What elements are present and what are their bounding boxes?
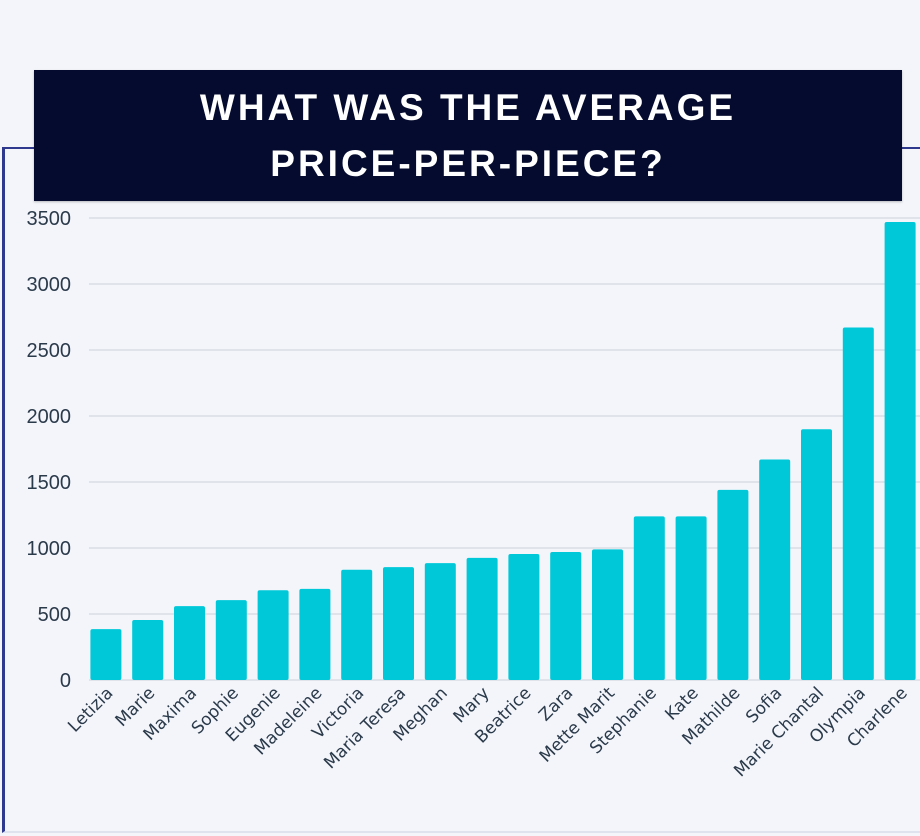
x-tick-label: Letizia bbox=[64, 683, 117, 736]
y-tick-label: 3000 bbox=[27, 274, 72, 296]
chart-title-line-1: WHAT WAS THE AVERAGE bbox=[199, 86, 737, 128]
y-tick-label: 500 bbox=[38, 604, 71, 626]
bar-beatrice bbox=[508, 553, 540, 680]
bar-mary bbox=[466, 557, 498, 680]
bar-eugenie bbox=[257, 590, 289, 680]
bar-maria-teresa bbox=[383, 567, 414, 680]
bar-charlene bbox=[884, 221, 916, 680]
bars bbox=[90, 221, 916, 680]
bar-sophie bbox=[215, 600, 247, 680]
bar-stephanie bbox=[633, 516, 665, 680]
y-tick-label: 1000 bbox=[27, 538, 72, 560]
y-tick-label: 0 bbox=[60, 670, 71, 692]
bar-victoria bbox=[341, 569, 373, 680]
bar-marie bbox=[132, 619, 164, 680]
bar-marie-chantal bbox=[801, 429, 832, 680]
bar-zara bbox=[550, 551, 582, 680]
y-tick-label: 2500 bbox=[27, 340, 72, 362]
gridlines bbox=[89, 217, 920, 681]
bar-kate bbox=[675, 516, 707, 680]
y-axis-ticks: 0 500 1000 1500 2000 2500 3000 3500 bbox=[27, 208, 72, 692]
chart-title: WHAT WAS THE AVERAGE PRICE-PER-PIECE? bbox=[34, 70, 902, 201]
bar-madeleine bbox=[299, 588, 331, 680]
bar-letizia bbox=[90, 629, 122, 680]
chart-title-line-2: PRICE-PER-PIECE? bbox=[270, 142, 666, 184]
bar-mette-marit bbox=[592, 549, 623, 680]
bar-sofia bbox=[759, 459, 791, 680]
x-axis-ticks: LetiziaMarieMaximaSophieEugenieMadeleine… bbox=[64, 683, 911, 781]
bar-mathilde bbox=[717, 489, 749, 680]
y-tick-label: 2000 bbox=[27, 406, 72, 428]
bar-maxima bbox=[174, 606, 205, 680]
bar-meghan bbox=[424, 563, 456, 680]
bar-olympia bbox=[842, 327, 874, 680]
y-tick-label: 3500 bbox=[27, 208, 72, 230]
y-tick-label: 1500 bbox=[27, 472, 72, 494]
